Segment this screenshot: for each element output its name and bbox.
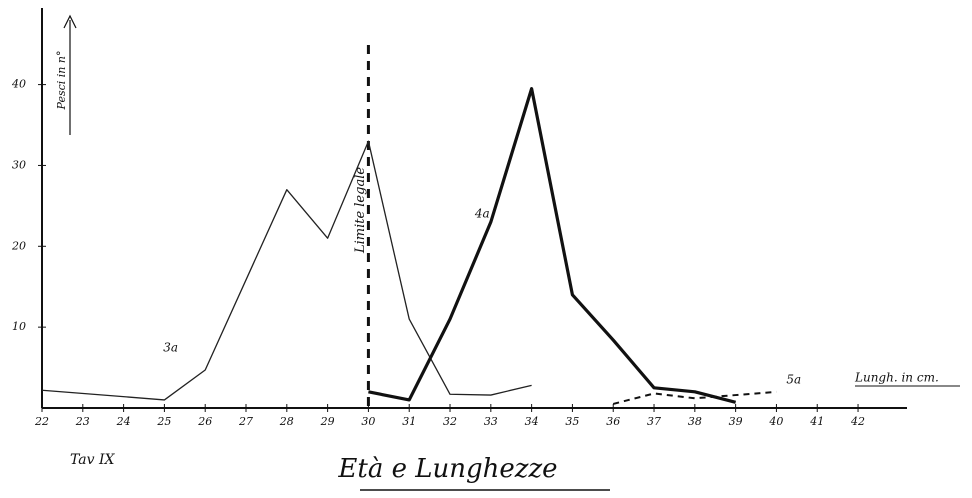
x-tick-label: 29 [320, 415, 335, 428]
x-tick-label: 39 [729, 415, 743, 428]
x-tick-label: 26 [197, 415, 212, 428]
x-tick-label: 31 [402, 415, 416, 428]
y-tick-label: 10 [12, 320, 26, 333]
x-tick-label: 35 [565, 415, 579, 428]
x-tick-label: 40 [768, 415, 783, 428]
note: Tav IX [70, 452, 115, 468]
series-line [368, 87, 737, 404]
x-tick-label: 27 [238, 415, 253, 428]
series-line [612, 390, 777, 405]
x-tick-label: 38 [688, 415, 702, 428]
x-tick-label: 23 [75, 415, 90, 428]
x-tick-label: 28 [279, 415, 294, 428]
y-tick-label: 40 [11, 78, 26, 91]
x-tick-label: 24 [116, 415, 131, 428]
series-label: 4a [474, 207, 490, 221]
y-label-arrowhead [63, 14, 77, 29]
x-tick-label: 36 [606, 415, 620, 428]
x-tick-label: 34 [525, 415, 539, 428]
y-tick-label: 20 [11, 239, 26, 252]
x-tick-label: 22 [34, 415, 49, 428]
x-axis-label: Lungh. in cm. [854, 371, 939, 385]
series-line [41, 140, 532, 401]
chart-title: Età e Lunghezze [337, 454, 557, 484]
series-label: 3a [163, 341, 178, 355]
x-tick-label: 32 [443, 415, 457, 428]
y-tick-label: 30 [12, 158, 26, 171]
x-tick-label: 37 [647, 415, 661, 428]
x-tick-label: 30 [361, 415, 375, 428]
y-axis-label: Pesci in n° [55, 51, 68, 111]
series-label: 5a [786, 372, 801, 386]
x-tick-label: 25 [156, 415, 171, 428]
x-tick-label: 41 [809, 415, 824, 428]
x-tick-label: 42 [850, 415, 865, 428]
limit-label: Limite legale [353, 167, 368, 254]
x-tick-label: 33 [484, 415, 498, 428]
